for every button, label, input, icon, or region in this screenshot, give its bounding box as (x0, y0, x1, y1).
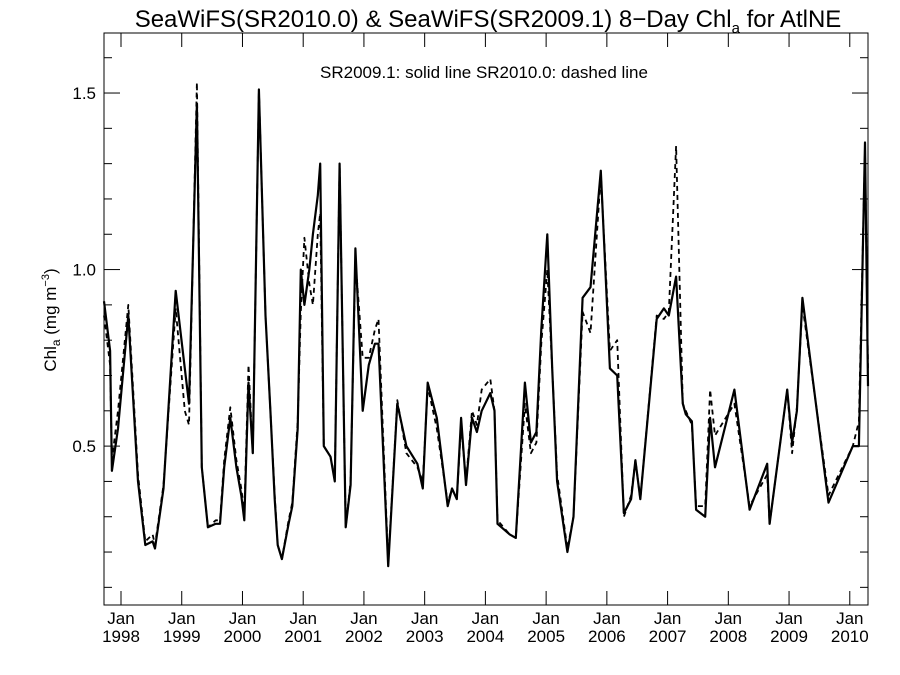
x-tick-month-label: Jan (775, 609, 802, 628)
x-tick-month-label: Jan (350, 609, 377, 628)
series-line-dashed (103, 81, 869, 564)
axis-ticks (104, 33, 868, 605)
x-tick-month-label: Jan (532, 609, 559, 628)
x-tick-year-label: 2009 (770, 627, 808, 646)
x-tick-year-label: 1999 (163, 627, 201, 646)
x-tick-month-label: Jan (168, 609, 195, 628)
x-tick-month-label: Jan (472, 609, 499, 628)
x-tick-year-label: 2003 (406, 627, 444, 646)
x-tick-month-label: Jan (715, 609, 742, 628)
x-tick-year-label: 2007 (649, 627, 687, 646)
x-tick-year-label: 2008 (709, 627, 747, 646)
y-axis-label-subscript: a (49, 339, 63, 346)
legend-annotation: SR2009.1: solid line SR2010.0: dashed li… (320, 63, 648, 82)
x-tick-year-label: 2010 (831, 627, 869, 646)
series-line-solid (102, 88, 870, 568)
x-tick-year-label: 2000 (224, 627, 262, 646)
chart-title-tail: for AtlNE (740, 6, 841, 33)
y-axis-label: Chla (mg m−3) (40, 268, 63, 371)
x-tick-year-label: 2002 (345, 627, 383, 646)
x-tick-month-label: Jan (411, 609, 438, 628)
y-axis-label-close: ) (41, 268, 60, 274)
x-tick-month-label: Jan (107, 609, 134, 628)
tick-labels: 0.51.01.5Jan1998Jan1999Jan2000Jan2001Jan… (72, 84, 868, 646)
x-tick-month-label: Jan (593, 609, 620, 628)
x-tick-month-label: Jan (654, 609, 681, 628)
x-tick-month-label: Jan (836, 609, 863, 628)
chart-title-main: SeaWiFS(SR2010.0) & SeaWiFS(SR2009.1) 8−… (135, 6, 732, 33)
x-tick-year-label: 2004 (466, 627, 504, 646)
y-tick-label: 1.5 (72, 84, 96, 103)
y-axis-label-units: (mg m (41, 287, 60, 340)
x-tick-year-label: 2006 (588, 627, 626, 646)
plot-area (103, 32, 869, 606)
y-axis-label-main: Chl (41, 346, 60, 372)
series-lines (102, 81, 870, 568)
x-tick-month-label: Jan (229, 609, 256, 628)
x-tick-month-label: Jan (289, 609, 316, 628)
x-tick-year-label: 2005 (527, 627, 565, 646)
chart-title-subscript: a (732, 20, 741, 37)
x-tick-year-label: 2001 (284, 627, 322, 646)
chart-title: SeaWiFS(SR2010.0) & SeaWiFS(SR2009.1) 8−… (135, 6, 842, 37)
y-axis-label-superscript: −3 (40, 274, 52, 287)
y-tick-label: 0.5 (72, 437, 96, 456)
x-tick-year-label: 1998 (102, 627, 140, 646)
y-tick-label: 1.0 (72, 261, 96, 280)
